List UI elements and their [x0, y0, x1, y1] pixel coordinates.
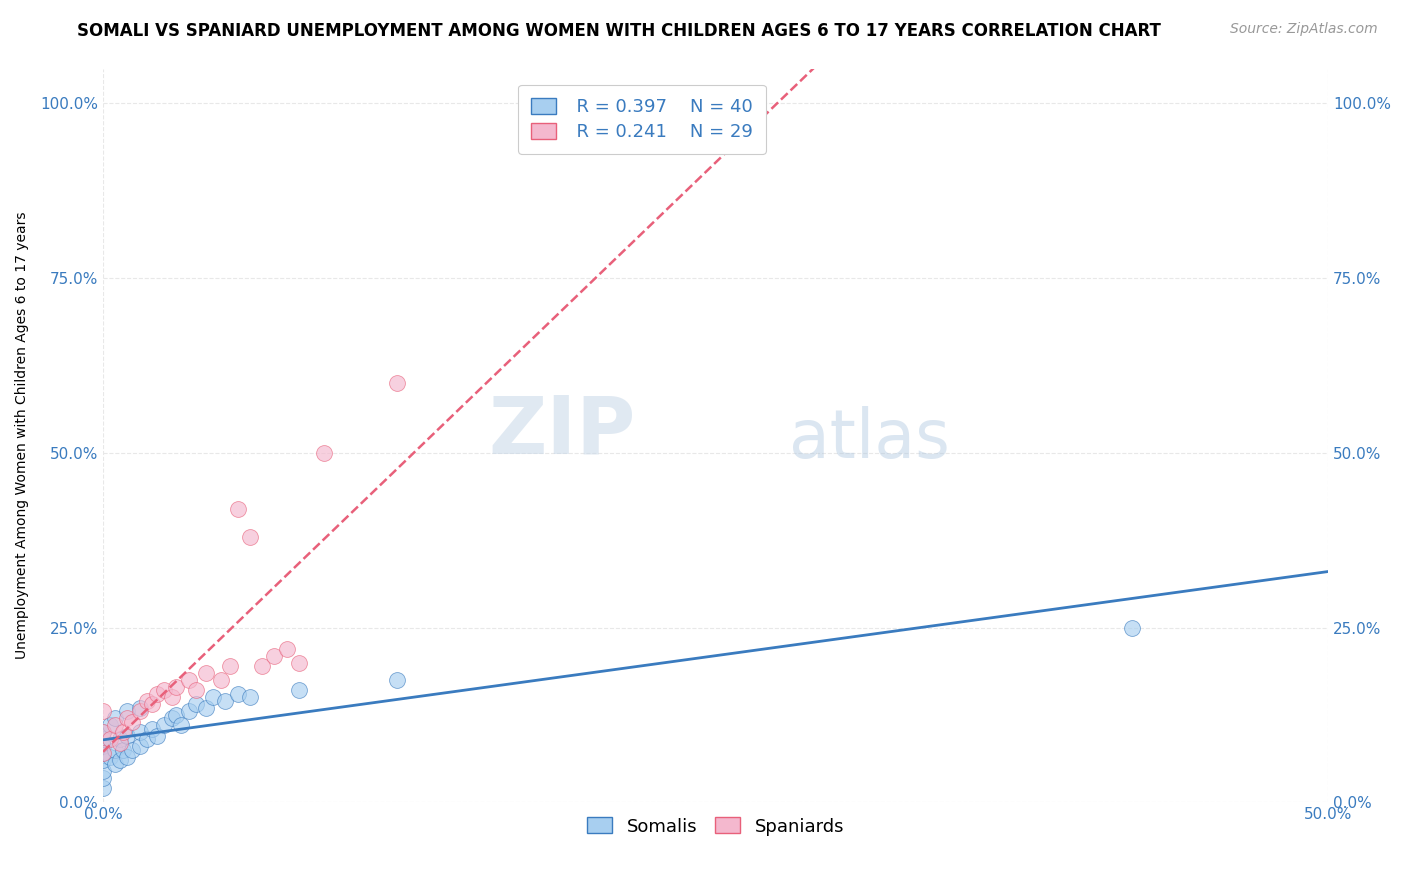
- Point: [141, 698, 163, 712]
- Point: [160, 690, 183, 705]
- Point: [194, 665, 217, 680]
- Point: [128, 701, 150, 715]
- Point: [214, 694, 236, 708]
- Point: [239, 690, 262, 705]
- Point: [121, 714, 143, 729]
- Point: [111, 743, 134, 757]
- Point: [91, 705, 114, 719]
- Point: [177, 705, 200, 719]
- Point: [276, 641, 298, 656]
- Point: [108, 753, 131, 767]
- Point: [98, 732, 121, 747]
- Point: [209, 673, 232, 687]
- Point: [117, 729, 139, 743]
- Point: [117, 705, 139, 719]
- Point: [184, 698, 207, 712]
- Point: [91, 725, 114, 739]
- Point: [136, 732, 159, 747]
- Point: [91, 732, 114, 747]
- Point: [91, 781, 114, 796]
- Point: [288, 683, 311, 698]
- Legend: Somalis, Spaniards: Somalis, Spaniards: [578, 808, 853, 845]
- Point: [153, 718, 176, 732]
- Point: [141, 722, 163, 736]
- Point: [166, 680, 188, 694]
- Point: [226, 501, 249, 516]
- Point: [117, 711, 139, 725]
- Point: [263, 648, 285, 663]
- Point: [252, 659, 274, 673]
- Point: [1121, 621, 1143, 635]
- Point: [219, 659, 242, 673]
- Point: [91, 771, 114, 785]
- Point: [91, 753, 114, 767]
- Point: [312, 446, 335, 460]
- Point: [121, 743, 143, 757]
- Point: [98, 749, 121, 764]
- Point: [117, 749, 139, 764]
- Point: [385, 673, 408, 687]
- Text: ZIP: ZIP: [489, 392, 636, 471]
- Point: [91, 747, 114, 761]
- Point: [91, 739, 114, 754]
- Point: [194, 701, 217, 715]
- Point: [146, 729, 169, 743]
- Point: [91, 764, 114, 778]
- Point: [177, 673, 200, 687]
- Point: [104, 756, 127, 771]
- Text: Source: ZipAtlas.com: Source: ZipAtlas.com: [1230, 22, 1378, 37]
- Point: [136, 694, 159, 708]
- Point: [146, 687, 169, 701]
- Point: [184, 683, 207, 698]
- Point: [239, 530, 262, 544]
- Point: [226, 687, 249, 701]
- Point: [153, 683, 176, 698]
- Point: [288, 656, 311, 670]
- Point: [91, 747, 114, 761]
- Point: [108, 736, 131, 750]
- Point: [108, 732, 131, 747]
- Point: [166, 707, 188, 722]
- Y-axis label: Unemployment Among Women with Children Ages 6 to 17 years: Unemployment Among Women with Children A…: [15, 211, 30, 659]
- Point: [160, 711, 183, 725]
- Point: [128, 739, 150, 754]
- Point: [104, 743, 127, 757]
- Text: SOMALI VS SPANIARD UNEMPLOYMENT AMONG WOMEN WITH CHILDREN AGES 6 TO 17 YEARS COR: SOMALI VS SPANIARD UNEMPLOYMENT AMONG WO…: [77, 22, 1161, 40]
- Point: [202, 690, 225, 705]
- Point: [128, 705, 150, 719]
- Point: [104, 711, 127, 725]
- Point: [170, 718, 193, 732]
- Text: atlas: atlas: [789, 406, 950, 472]
- Point: [91, 725, 114, 739]
- Point: [385, 376, 408, 390]
- Point: [98, 718, 121, 732]
- Point: [111, 725, 134, 739]
- Point: [104, 718, 127, 732]
- Point: [128, 725, 150, 739]
